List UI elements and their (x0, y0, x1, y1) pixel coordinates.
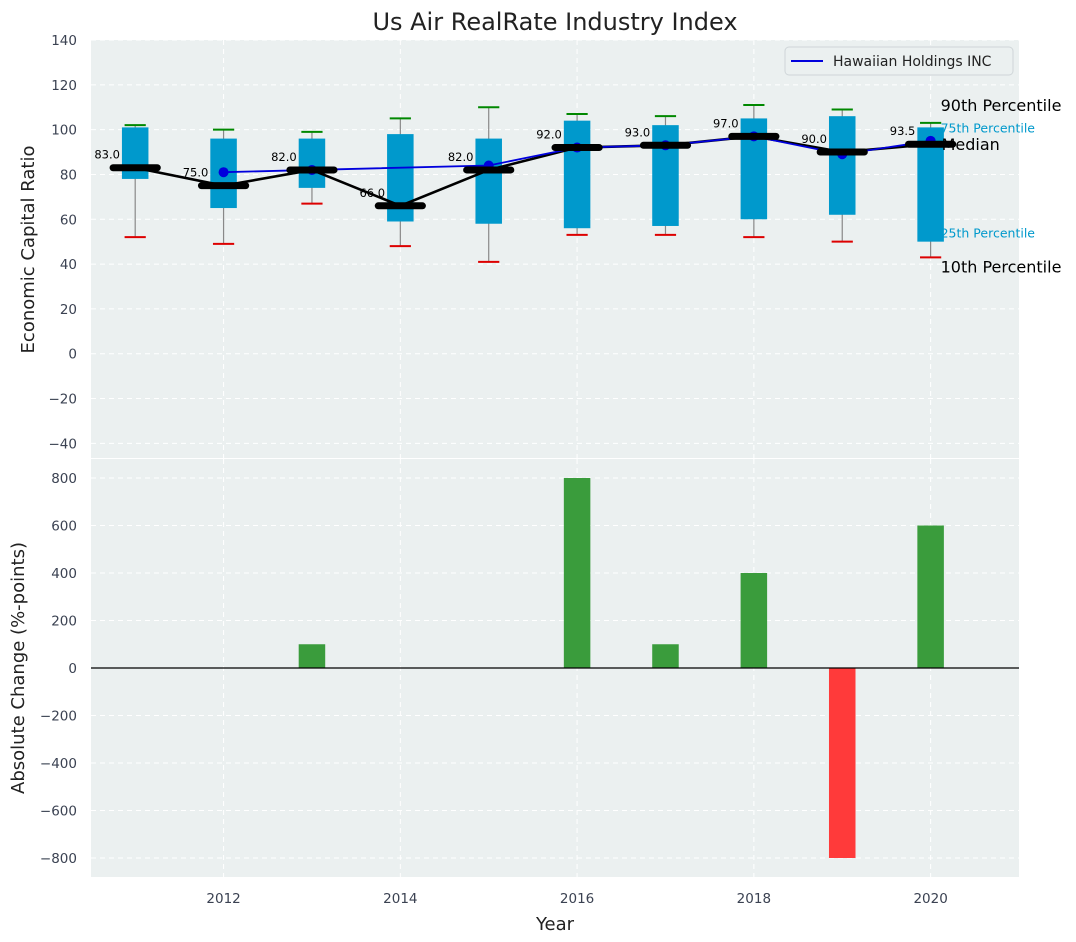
top-y-tick-label: 100 (51, 123, 77, 139)
top-y-tick-label: 20 (60, 302, 77, 318)
top-panel: Us Air RealRate Industry Index −40 −20 0 20 4… (18, 8, 1062, 460)
median-value-label: 93.0 (625, 125, 651, 139)
top-y-tick-label: 0 (68, 347, 77, 363)
box (828, 116, 856, 215)
x-tick-label: 2014 (383, 891, 417, 907)
series-point (218, 167, 229, 178)
median-value-label: 93.5 (890, 124, 916, 138)
change-bar (740, 573, 768, 668)
x-tick-label: 2018 (737, 891, 771, 907)
median-value-label: 97.0 (713, 116, 739, 130)
legend-box (784, 46, 1014, 76)
bottom-y-tick-label: 400 (51, 566, 77, 582)
annotation-p75: 75th Percentile (941, 120, 1036, 135)
top-y-tick-label: 140 (51, 33, 77, 49)
change-bar (917, 525, 944, 668)
bottom-panel: −800 −600 −400 −200 0 200 400 600 800 2012 2014 201… (8, 459, 1019, 935)
annotation-p25: 25th Percentile (941, 226, 1036, 241)
box (563, 120, 591, 229)
bottom-y-axis-label: Absolute Change (%-points) (8, 542, 29, 794)
median-value-label: 82.0 (448, 150, 474, 164)
top-y-tick-label: 40 (60, 257, 77, 273)
top-y-axis-label: Economic Capital Ratio (18, 146, 39, 354)
annotation-median: Median (942, 135, 1000, 154)
top-y-tick-label: −20 (49, 392, 78, 408)
median-connector-line (134, 135, 931, 208)
top-y-tick-label: −40 (49, 436, 78, 452)
change-bar (298, 644, 326, 668)
bottom-y-tick-label: 600 (51, 519, 77, 535)
bottom-y-tick-label: −600 (40, 804, 77, 820)
median-value-label: 82.0 (271, 150, 297, 164)
change-bar (652, 644, 679, 668)
bottom-y-tick-label: 800 (51, 471, 77, 487)
median-value-label: 66.0 (359, 186, 385, 200)
bottom-y-tick-label: −400 (40, 756, 77, 772)
median-value-label: 75.0 (183, 166, 209, 180)
top-y-tick-label: 80 (60, 167, 77, 183)
bottom-y-tick-label: −200 (40, 709, 77, 725)
change-bar (828, 668, 856, 858)
x-tick-label: 2020 (913, 891, 947, 907)
top-y-tick-label: 60 (60, 212, 77, 228)
legend-label: Hawaiian Holdings INC (833, 54, 992, 70)
box (652, 125, 679, 226)
median-value-label: 90.0 (801, 132, 827, 146)
change-bar (563, 478, 591, 668)
chart-title: Us Air RealRate Industry Index (372, 8, 737, 36)
x-tick-label: 2012 (206, 891, 240, 907)
median-value-label: 92.0 (536, 128, 562, 142)
bottom-y-tick-label: −800 (40, 851, 77, 867)
bottom-y-tick-label: 0 (68, 661, 77, 677)
box (475, 138, 502, 224)
bottom-y-tick-label: 200 (51, 614, 77, 630)
top-y-tick-label: 120 (51, 78, 77, 94)
x-axis-label: Year (535, 914, 575, 935)
legend: Hawaiian Holdings INC (784, 46, 1014, 76)
annotation-p90: 90th Percentile (941, 96, 1062, 115)
median-value-label: 83.0 (94, 148, 120, 162)
annotation-p10: 10th Percentile (941, 257, 1062, 276)
top-plot-background (91, 40, 1019, 459)
box (298, 138, 326, 188)
x-tick-label: 2016 (560, 891, 594, 907)
